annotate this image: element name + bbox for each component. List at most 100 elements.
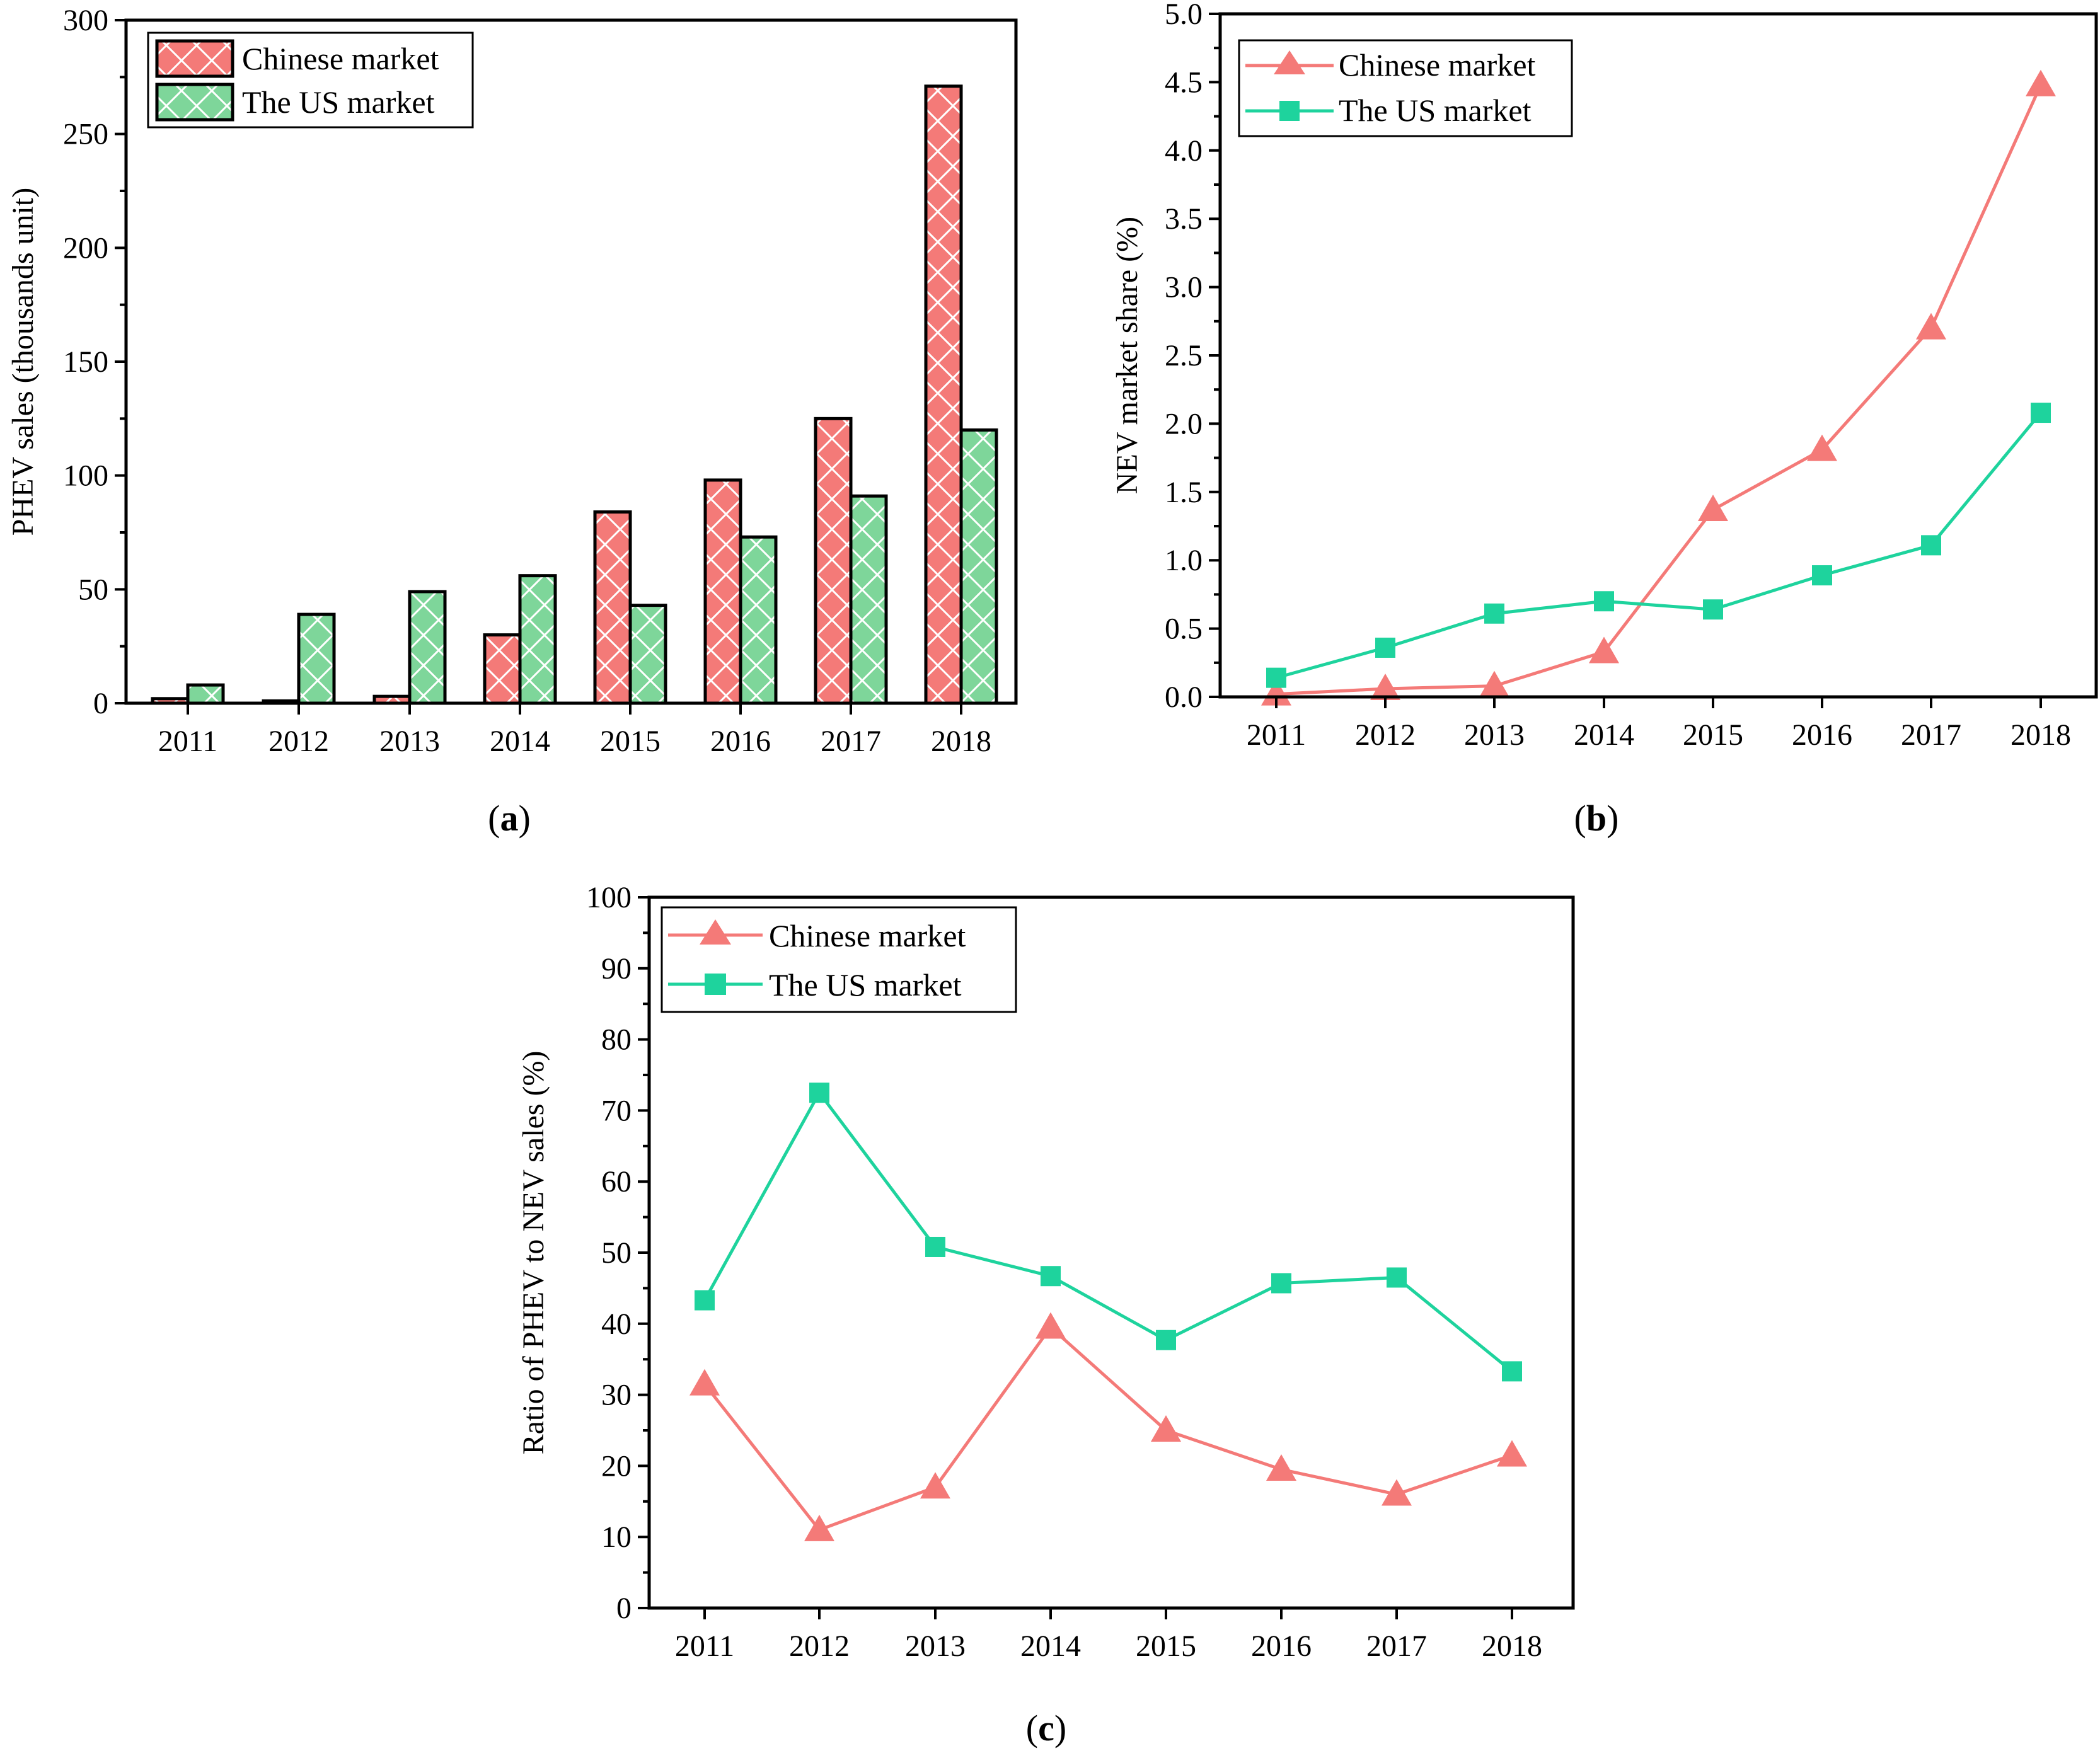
panel-a-y-tick-label: 50	[78, 573, 108, 606]
panel-a-bar-us-2017	[849, 494, 888, 705]
panel-c-x-tick-label: 2015	[1136, 1629, 1196, 1663]
panel-c-y-tick-label: 40	[601, 1307, 632, 1341]
panel-c-legend-label-chinese: Chinese market	[769, 918, 966, 953]
panel-a-bar-us-2013	[408, 590, 447, 705]
panel-c-legend-label-us: The US market	[769, 967, 962, 1003]
panel-b-line-us	[1276, 411, 2042, 680]
panel-b-y-tick-label: 4.5	[1165, 66, 1203, 99]
panel-b-caption: (b)	[1574, 798, 1619, 839]
panel-a-bar-chinese-2017	[814, 417, 853, 705]
panel-b-x-tick-label: 2012	[1355, 718, 1416, 752]
panel-b-point-chinese-2011	[1261, 679, 1291, 706]
panel-c-point-us-2017	[1387, 1267, 1407, 1288]
panel-c-point-us-2011	[695, 1290, 715, 1311]
panel-c-point-chinese-2016	[1266, 1454, 1296, 1481]
panel-c-point-chinese-2014	[1036, 1312, 1066, 1339]
panel-c-point-us-2013	[925, 1236, 945, 1257]
panel-c-legend-marker-chinese	[700, 919, 731, 945]
panel-b-point-chinese-2016	[1807, 434, 1837, 461]
panel-b-legend-label-us: The US market	[1339, 93, 1532, 128]
panel-a-y-tick-label: 250	[63, 118, 108, 151]
panel-c-y-tick-label: 30	[601, 1379, 632, 1412]
panel-c-point-us-2016	[1271, 1273, 1291, 1294]
panel-b-x-tick-label: 2011	[1247, 718, 1306, 752]
panel-a-x-tick-label: 2012	[268, 725, 329, 758]
panel-b-x-tick-label: 2014	[1574, 718, 1634, 752]
panel-a-bar-chinese-2014	[483, 633, 522, 705]
panel-c-y-tick-label: 90	[601, 952, 632, 985]
panel-c-legend: Chinese market The US market	[661, 906, 1017, 1013]
panel-b-point-chinese-2012	[1370, 673, 1400, 700]
panel-c-point-us-2015	[1156, 1330, 1176, 1350]
panel-b-y-tick-label: 4.0	[1165, 134, 1203, 168]
panel-c-x-tick-label: 2018	[1482, 1629, 1542, 1663]
panel-b-x-tick-label: 2013	[1464, 718, 1525, 752]
panel-b-y-tick-label: 3.0	[1165, 271, 1203, 304]
panel-c-x-tick-label: 2016	[1251, 1629, 1312, 1663]
panel-c-point-us-2012	[809, 1083, 829, 1103]
panel-b-point-chinese-2015	[1698, 494, 1728, 521]
panel-a-x-tick-label: 2011	[158, 725, 217, 758]
panel-a-x-tick-label: 2016	[710, 725, 771, 758]
panel-c-point-chinese-2017	[1382, 1479, 1412, 1506]
panel-b-y-tick-label: 1.5	[1165, 476, 1203, 509]
panel-c-y-tick-label: 100	[586, 881, 632, 914]
panel-c-y-tick-label: 10	[601, 1520, 632, 1554]
panel-b-y-axis-title: NEV market share (%)	[1111, 217, 1144, 494]
panel-b-point-us-2015	[1703, 599, 1723, 620]
panel-c-point-chinese-2012	[804, 1514, 834, 1541]
panel-a-bar-chinese-2018	[924, 84, 963, 705]
panel-a-legend-label-us: The US market	[242, 84, 435, 120]
panel-a-legend: Chinese market The US market	[147, 32, 474, 129]
panel-b-point-us-2017	[1921, 535, 1941, 556]
panel-b-x-tick-label: 2015	[1683, 718, 1743, 752]
panel-c-point-chinese-2011	[689, 1369, 720, 1396]
panel-b-point-us-2018	[2031, 403, 2051, 423]
panel-a-y-tick-label: 0	[93, 687, 108, 720]
panel-c-y-tick-label: 70	[601, 1094, 632, 1127]
panel-a-legend-swatch-chinese	[155, 39, 234, 78]
panel-b-point-chinese-2013	[1479, 670, 1509, 698]
panel-c-y-tick-label: 0	[616, 1592, 632, 1625]
panel-a-bar-chinese-2015	[593, 510, 632, 705]
panel-b-legend-marker-us	[1279, 101, 1300, 121]
panel-c-legend-marker-us	[705, 974, 726, 995]
panel-c-line-chart: 0 10 20 30 40 50 60 70 80 90 100 2011 2012 2013 2014 20…	[517, 881, 1575, 1749]
panel-a-bar-us-2018	[959, 428, 998, 705]
panel-c-x-tick-label: 2013	[905, 1629, 966, 1663]
panel-c-point-us-2018	[1502, 1361, 1522, 1382]
panel-a-bar-us-2015	[628, 604, 667, 705]
panel-a-bar-chart: 0 50 100 150 200 250 300 2011 2012 2013 2014 2015 20…	[6, 4, 1018, 839]
panel-c-line-chinese	[703, 1325, 1513, 1532]
panel-c-line-us	[703, 1091, 1513, 1373]
panel-c-point-chinese-2013	[920, 1472, 950, 1499]
panel-b-point-chinese-2014	[1589, 636, 1619, 664]
panel-a-y-tick-label: 100	[63, 459, 108, 493]
panel-b-point-us-2013	[1484, 603, 1504, 624]
panel-b-x-tick-label: 2017	[1901, 718, 1961, 752]
panel-a-caption: (a)	[488, 798, 531, 839]
panel-c-point-chinese-2015	[1151, 1415, 1181, 1442]
panel-b-y-tick-label: 0.5	[1165, 612, 1203, 646]
panel-b-y-tick-label: 1.0	[1165, 544, 1203, 577]
panel-a-x-tick-label: 2015	[600, 725, 661, 758]
panel-b-x-tick-label: 2016	[1792, 718, 1852, 752]
panel-c-y-tick-label: 60	[601, 1165, 632, 1198]
panel-b-line-chart: 0.0 0.5 1.0 1.5 2.0 2.5 3.0 3.5 4.0 4.5 5.0 2011 201…	[1111, 0, 2098, 839]
panel-b-y-tick-label: 5.0	[1165, 0, 1203, 31]
panel-a-bar-chinese-2016	[703, 478, 742, 705]
panel-a-legend-label-chinese: Chinese market	[242, 41, 439, 76]
panel-b-y-tick-label: 3.5	[1165, 202, 1203, 236]
panel-a-bar-us-2012	[297, 612, 336, 705]
panel-c-x-tick-label: 2011	[675, 1629, 734, 1663]
panel-a-x-tick-label: 2017	[821, 725, 881, 758]
panel-c-y-tick-label: 50	[601, 1236, 632, 1270]
panel-a-y-tick-label: 200	[63, 231, 108, 265]
panel-a-bar-us-2011	[186, 683, 225, 705]
panel-c-y-tick-label: 80	[601, 1023, 632, 1057]
panel-b-point-us-2012	[1375, 637, 1395, 658]
panel-b-point-us-2014	[1594, 591, 1614, 612]
panel-b-y-tick-label: 2.0	[1165, 407, 1203, 440]
panel-b-y-tick-label: 0.0	[1165, 681, 1203, 714]
